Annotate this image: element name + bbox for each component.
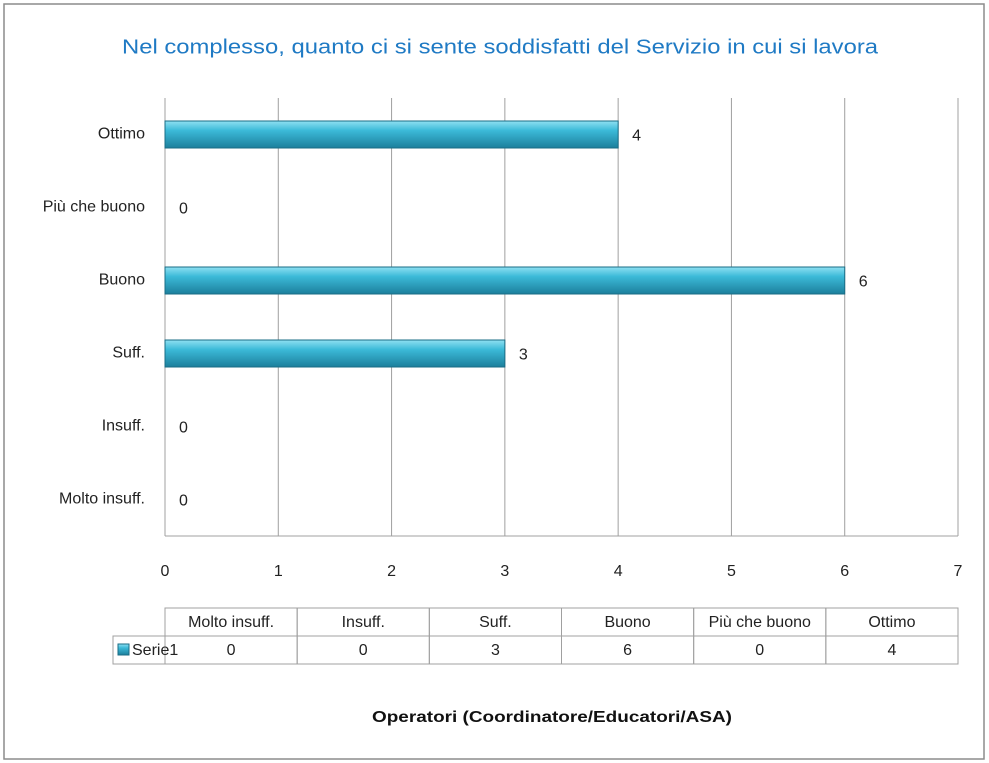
y-tick-label: Più che buono <box>43 199 145 216</box>
table-header: Suff. <box>479 614 512 631</box>
table-value: 6 <box>623 642 632 659</box>
legend-swatch <box>117 643 130 656</box>
x-tick-label: 3 <box>500 563 509 580</box>
table-header: Buono <box>604 614 650 631</box>
data-label: 0 <box>179 420 188 437</box>
table-cell <box>825 635 959 665</box>
table-value: 0 <box>227 642 236 659</box>
x-tick-label: 6 <box>840 563 849 580</box>
table-header: Più che buono <box>709 614 811 631</box>
y-tick-label: Suff. <box>112 345 145 362</box>
legend-label: Serie1 <box>132 642 178 659</box>
x-tick-label: 1 <box>274 563 283 580</box>
data-label: 0 <box>179 493 188 510</box>
y-tick-label: Buono <box>99 272 145 289</box>
chart-title: Nel complesso, quanto ci si sente soddis… <box>122 36 879 58</box>
x-tick-label: 0 <box>161 563 170 580</box>
table-header: Ottimo <box>868 614 915 631</box>
bar <box>164 339 506 368</box>
table-value: 3 <box>491 642 500 659</box>
table-value: 0 <box>755 642 764 659</box>
table-header: Molto insuff. <box>188 614 274 631</box>
data-label: 4 <box>632 128 641 145</box>
x-tick-label: 2 <box>387 563 396 580</box>
y-tick-label: Insuff. <box>102 418 145 435</box>
x-tick-label: 7 <box>954 563 963 580</box>
y-tick-label: Molto insuff. <box>59 491 145 508</box>
x-axis-title: Operatori (Coordinatore/Educatori/ASA) <box>372 709 732 726</box>
x-tick-label: 5 <box>727 563 736 580</box>
table-value: 0 <box>359 642 368 659</box>
x-tick-label: 4 <box>614 563 623 580</box>
bar <box>164 120 619 149</box>
data-label: 0 <box>179 201 188 218</box>
bar <box>164 266 846 295</box>
data-label: 3 <box>519 347 528 364</box>
table-header: Insuff. <box>342 614 385 631</box>
y-tick-label: Ottimo <box>98 126 145 143</box>
data-label: 6 <box>859 274 868 291</box>
table-cell <box>112 635 166 665</box>
table-value: 4 <box>887 642 896 659</box>
